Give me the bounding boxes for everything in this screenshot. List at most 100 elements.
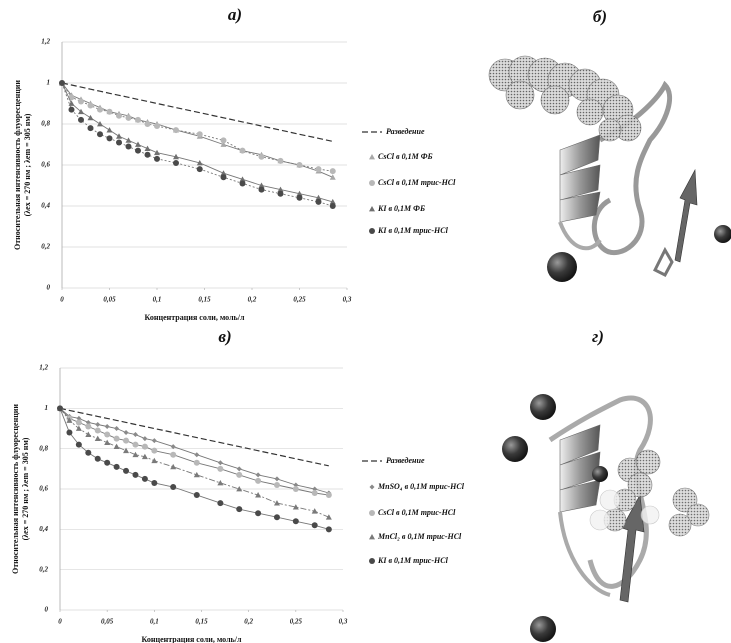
legend-swatch xyxy=(369,558,375,564)
marker xyxy=(221,137,227,143)
series-line xyxy=(62,83,333,171)
marker xyxy=(114,464,120,470)
marker xyxy=(145,146,151,151)
series-line xyxy=(60,408,329,493)
panel-label: г) xyxy=(592,327,604,346)
series-line xyxy=(62,83,333,206)
y-tick-label: 0,8 xyxy=(41,120,50,128)
legend-swatch xyxy=(370,485,375,490)
marker xyxy=(88,125,94,131)
marker xyxy=(259,154,265,160)
marker xyxy=(151,458,157,463)
marker xyxy=(170,452,176,458)
marker xyxy=(66,430,72,436)
figure: б) г) а)00,20,40,60,8 xyxy=(0,0,731,643)
legend-label: MnCl₂ в 0,1М трис-HCl xyxy=(377,532,462,541)
marker xyxy=(330,174,336,179)
chart-title: а) xyxy=(228,5,242,24)
x-tick-label: 0,15 xyxy=(198,296,211,304)
marker xyxy=(85,423,91,429)
y-axis-label: (λex = 270 нм ; λem = 305 нм) xyxy=(21,437,30,540)
marker xyxy=(240,148,246,154)
marker xyxy=(194,452,199,457)
marker xyxy=(197,166,203,172)
x-tick-label: 0,15 xyxy=(195,618,208,626)
marker xyxy=(104,432,110,438)
marker xyxy=(132,442,138,448)
x-tick-label: 0,2 xyxy=(244,618,253,626)
marker xyxy=(76,442,82,448)
marker xyxy=(123,468,129,474)
y-tick-label: 0,4 xyxy=(39,525,48,533)
marker xyxy=(259,187,265,193)
y-axis-label: (λex = 270 нм ; λem = 305 нм) xyxy=(23,113,32,216)
marker xyxy=(274,500,280,505)
marker xyxy=(236,472,242,478)
marker xyxy=(104,440,110,445)
x-axis-label: Концентрация соли, моль/л xyxy=(144,313,245,322)
x-tick-label: 0,1 xyxy=(153,296,162,304)
marker xyxy=(293,486,299,492)
marker xyxy=(170,464,176,469)
dotted-spheres xyxy=(489,56,641,141)
marker xyxy=(69,107,75,113)
y-tick-label: 1,2 xyxy=(39,364,48,372)
marker xyxy=(133,432,138,437)
marker xyxy=(256,472,261,477)
marker xyxy=(145,121,151,127)
marker xyxy=(142,444,148,450)
marker xyxy=(85,432,91,437)
series-line xyxy=(60,408,329,495)
marker xyxy=(107,127,113,132)
marker xyxy=(326,526,332,532)
y-tick-label: 0,6 xyxy=(39,485,48,493)
legend-swatch xyxy=(369,154,375,159)
marker xyxy=(255,510,261,516)
marker xyxy=(293,518,299,524)
x-tick-label: 0,3 xyxy=(339,618,348,626)
marker xyxy=(326,514,332,519)
x-tick-label: 0,05 xyxy=(101,618,114,626)
marker xyxy=(312,490,318,496)
x-tick-label: 0,05 xyxy=(103,296,116,304)
marker xyxy=(218,460,223,465)
x-tick-label: 0,25 xyxy=(293,296,306,304)
series-line xyxy=(60,408,329,529)
y-tick-label: 0 xyxy=(45,606,49,614)
marker xyxy=(95,436,101,441)
marker xyxy=(330,168,336,174)
legend-label: CsCl в 0,1М трис-HCl xyxy=(378,508,456,517)
marker xyxy=(107,135,113,141)
y-axis-label: Относительная интенсивность флуоресценци… xyxy=(13,80,22,250)
marker xyxy=(116,139,122,145)
legend-label: Разведение xyxy=(386,127,425,136)
legend-swatch xyxy=(369,180,375,186)
y-tick-label: 0,2 xyxy=(41,243,50,251)
marker xyxy=(326,492,332,498)
y-tick-label: 0,2 xyxy=(39,565,48,573)
marker xyxy=(97,131,103,137)
legend-label: KI в 0,1М трис-HCl xyxy=(377,226,449,235)
protein-structure xyxy=(502,394,709,642)
marker xyxy=(85,450,91,456)
marker xyxy=(95,456,101,462)
marker xyxy=(316,166,322,172)
marker xyxy=(124,430,129,435)
x-tick-label: 0,2 xyxy=(248,296,257,304)
marker xyxy=(135,148,141,154)
marker xyxy=(217,466,223,472)
marker xyxy=(126,115,132,121)
y-tick-label: 0,8 xyxy=(39,444,48,452)
marker xyxy=(316,199,322,205)
dotted-spheres xyxy=(604,450,709,536)
marker xyxy=(123,438,129,444)
marker xyxy=(278,158,284,164)
marker xyxy=(217,500,223,506)
marker xyxy=(194,460,200,466)
marker xyxy=(154,156,160,162)
marker xyxy=(116,113,122,119)
marker xyxy=(151,480,157,486)
protein-structure xyxy=(489,56,731,282)
marker xyxy=(114,426,119,431)
marker xyxy=(312,522,318,528)
